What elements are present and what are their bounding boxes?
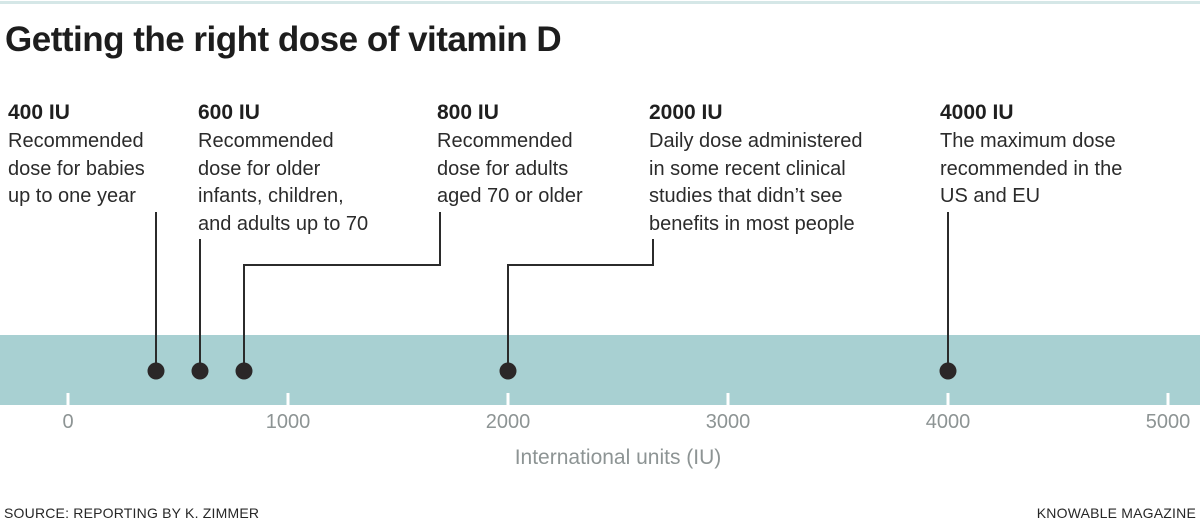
data-point-400iu xyxy=(147,362,165,380)
annotation-400iu: 400 IU Recommended dose for babies up to… xyxy=(8,101,145,211)
annotation-400iu-label: 400 IU xyxy=(8,101,70,124)
leader-line-800iu xyxy=(243,212,441,371)
data-point-2000iu xyxy=(499,362,517,380)
axis-tick-label-0: 0 xyxy=(62,411,73,433)
annotation-2000iu-label: 2000 IU xyxy=(649,101,723,124)
top-border-rule xyxy=(0,1,1200,4)
page-title: Getting the right dose of vitamin D xyxy=(5,20,562,59)
axis-tick-label-3000: 3000 xyxy=(706,411,751,433)
data-point-600iu xyxy=(191,362,209,380)
annotation-800iu: 800 IU Recommended dose for adults aged … xyxy=(437,101,583,211)
annotation-4000iu: 4000 IU The maximum dose recommended in … xyxy=(940,101,1122,211)
annotation-4000iu-label: 4000 IU xyxy=(940,101,1014,124)
annotation-4000iu-text: The maximum dose recommended in the US a… xyxy=(940,130,1123,207)
annotation-2000iu: 2000 IU Daily dose administered in some … xyxy=(649,101,862,238)
publisher-credit: KNOWABLE MAGAZINE xyxy=(1036,505,1196,521)
annotation-600iu-text: Recommended dose for older infants, chil… xyxy=(198,130,369,235)
data-point-4000iu xyxy=(939,362,957,380)
axis-tick-label-2000: 2000 xyxy=(486,411,531,433)
annotation-400iu-text: Recommended dose for babies up to one ye… xyxy=(8,130,145,207)
leader-line-2000iu xyxy=(507,239,654,371)
x-axis-title: International units (IU) xyxy=(514,446,722,469)
annotation-600iu: 600 IU Recommended dose for older infant… xyxy=(198,101,368,238)
annotation-800iu-label: 800 IU xyxy=(437,101,499,124)
source-credit: SOURCE: REPORTING BY K. ZIMMER xyxy=(4,505,260,521)
axis-tick-label-5000: 5000 xyxy=(1146,411,1191,433)
annotation-2000iu-text: Daily dose administered in some recent c… xyxy=(649,130,863,235)
axis-tick-label-1000: 1000 xyxy=(266,411,311,433)
axis-tick-label-4000: 4000 xyxy=(926,411,971,433)
annotation-800iu-text: Recommended dose for adults aged 70 or o… xyxy=(437,130,583,207)
annotation-600iu-label: 600 IU xyxy=(198,101,260,124)
data-point-800iu xyxy=(235,362,253,380)
